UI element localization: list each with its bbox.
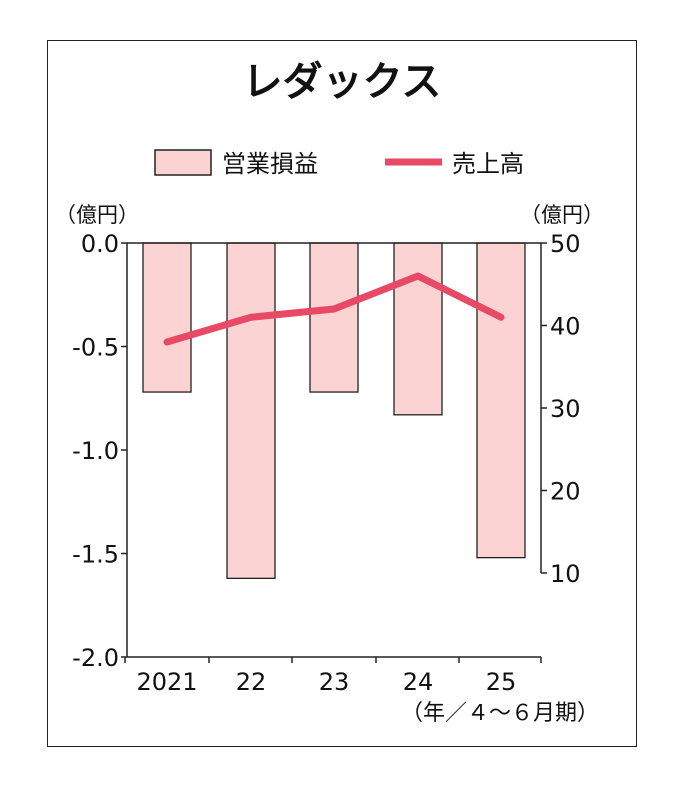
right-tick-label: 50 [550,230,581,258]
right-tick-label: 10 [550,560,581,588]
chart-frame [47,40,637,747]
bar [226,242,276,579]
bar [142,242,192,393]
right-tick-label: 20 [550,478,581,506]
legend-line-label: 売上高 [452,150,524,178]
x-tick-label: 25 [486,668,517,696]
right-tick-label: 30 [550,395,581,423]
x-axis-label: （年／４～６月期） [401,701,599,726]
left-tick-label: -2.0 [72,644,119,672]
x-tick-label: 22 [236,668,267,696]
left-tick-label: 0.0 [81,230,119,258]
bar [393,242,443,416]
x-tick-label: 2021 [136,668,197,696]
chart-title: レダックス [243,59,442,105]
right-axis-unit: （億円） [520,203,604,227]
left-tick-label: -0.5 [72,334,119,362]
left-tick-label: -1.5 [72,541,119,569]
x-tick-label: 23 [319,668,350,696]
right-tick-label: 40 [550,313,581,341]
bar [309,242,359,393]
x-tick-label: 24 [403,668,434,696]
left-axis-unit: （億円） [55,203,139,227]
legend-bar-swatch [154,149,212,176]
legend-bar-label: 営業損益 [222,150,318,178]
left-tick-label: -1.0 [72,437,119,465]
bar [476,242,526,559]
